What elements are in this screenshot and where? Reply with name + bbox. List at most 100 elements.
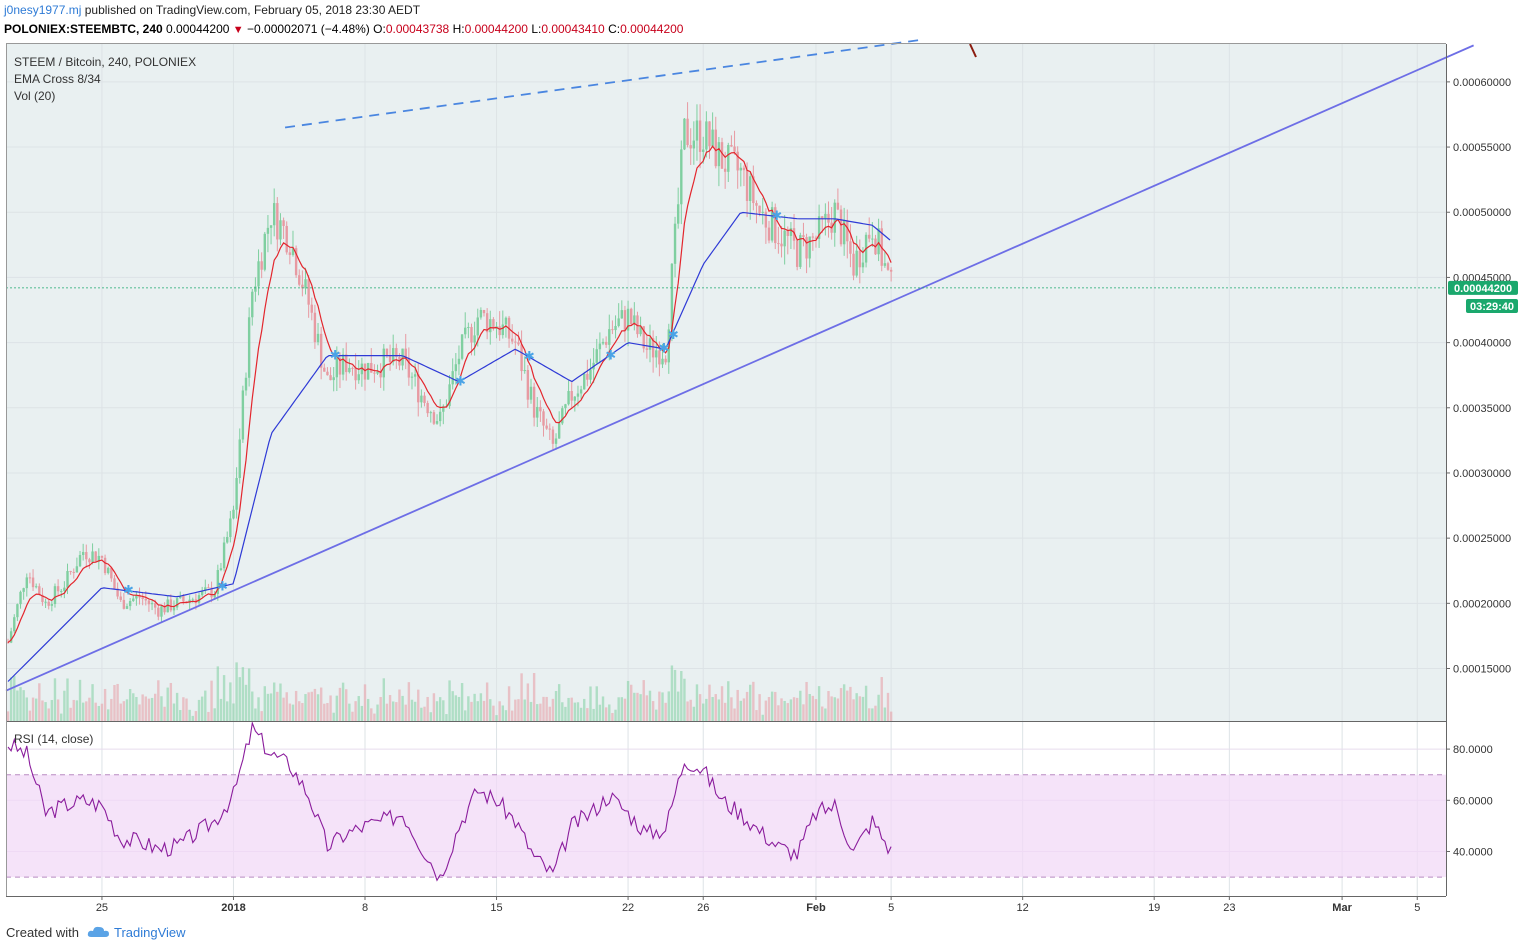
footer: Created with TradingView [6,925,186,940]
volume-bar [66,678,69,721]
volume-bar [279,683,282,721]
author-link[interactable]: j0nesy1977.mj [4,3,82,17]
candle-body [119,596,122,600]
price-axis-labels: 0.00015000 0.00020000 0.00025000 0.00030000… [1446,77,1511,676]
volume-bar [197,699,201,721]
candle-body [417,374,420,403]
volume-bar [830,696,833,721]
volume-bar [357,696,360,721]
candle-body [617,318,620,326]
volume-bar [110,698,113,721]
volume-bar [877,694,880,721]
volume-bar [60,713,63,721]
rsi-tick-label: 40.0000 [1453,847,1493,859]
candle-body [529,386,533,400]
candle-body [323,367,326,372]
volume-bar [157,680,160,721]
candle-body [736,151,739,171]
candle-body [313,312,317,343]
volume-bars [6,662,893,721]
volume-bar [257,697,260,721]
candle-body [366,362,370,380]
volume-bar [63,690,66,721]
volume-bar [520,673,523,721]
candle-body [88,559,91,563]
volume-bar [382,678,385,721]
candle-body [363,363,367,380]
volume-bar [44,702,47,721]
volume-bar [592,708,595,721]
candle-body [871,238,874,240]
volume-bar [338,687,342,721]
volume-bar [88,697,91,721]
candle-body [442,406,445,412]
volume-bar [799,690,802,721]
candle-body [266,227,270,234]
candle-body [595,349,598,363]
low-value: 0.00043410 [541,22,605,36]
volume-bar [22,690,25,721]
candle-body [551,429,555,444]
candle-body [229,518,232,538]
candle-body [66,571,69,588]
volume-bar [179,710,182,721]
candle-body [526,370,530,400]
tradingview-link[interactable]: TradingView [114,925,186,940]
volume-bar [536,704,539,721]
candle-body [160,606,163,617]
volume-bar [698,694,702,721]
volume-bar [391,701,395,721]
volume-bar [263,686,266,721]
volume-bar [846,690,849,721]
candle-body [44,601,47,603]
volume-bar [539,703,542,721]
candle-body [13,617,16,632]
candle-body [457,358,461,365]
volume-bar [304,694,307,721]
legend-ema[interactable]: EMA Cross 8/34 [14,72,101,86]
volume-bar [97,705,101,721]
volume-bar [755,710,758,721]
rsi-legend[interactable]: RSI (14, close) [14,732,94,746]
countdown-tag [1466,299,1518,313]
volume-bar [532,672,536,721]
volume-bar [351,711,354,721]
time-tick-label: Mar [1332,902,1352,914]
candle-body [489,319,492,333]
candle-body [413,374,417,377]
candle-body [542,411,545,426]
cross-marker: ✱ [605,349,616,364]
volume-bar [182,697,185,721]
volume-bar [200,696,204,721]
time-tick-label: 8 [362,902,368,914]
candle-body [702,149,705,152]
close-label: C: [608,22,621,36]
volume-bar [298,701,301,721]
candle-body [686,118,689,146]
support-trendline[interactable] [5,44,1474,692]
resistance-trendline[interactable] [284,39,919,129]
candle-body [786,230,789,236]
down-arrow-icon: ▼ [232,24,244,36]
volume-bar [849,686,852,721]
legend-volume[interactable]: Vol (20) [14,89,56,103]
price-tag [1448,280,1518,295]
arrow-stroke [969,43,977,58]
volume-bar [457,696,461,721]
volume-bar [379,696,382,721]
volume-bar [138,704,141,721]
volume-bar [683,678,686,721]
volume-bar [128,688,132,721]
candle-body [648,338,652,350]
volume-bar [786,703,789,721]
volume-bar [570,697,573,721]
volume-bar [119,703,122,721]
volume-bar [777,705,780,721]
candle-body [501,324,505,336]
volume-bar [739,700,743,721]
legend-series[interactable]: STEEM / Bitcoin, 240, POLONIEX [14,55,197,69]
candle-body [448,384,451,407]
candle-body [38,586,41,595]
candle-body [172,607,176,611]
